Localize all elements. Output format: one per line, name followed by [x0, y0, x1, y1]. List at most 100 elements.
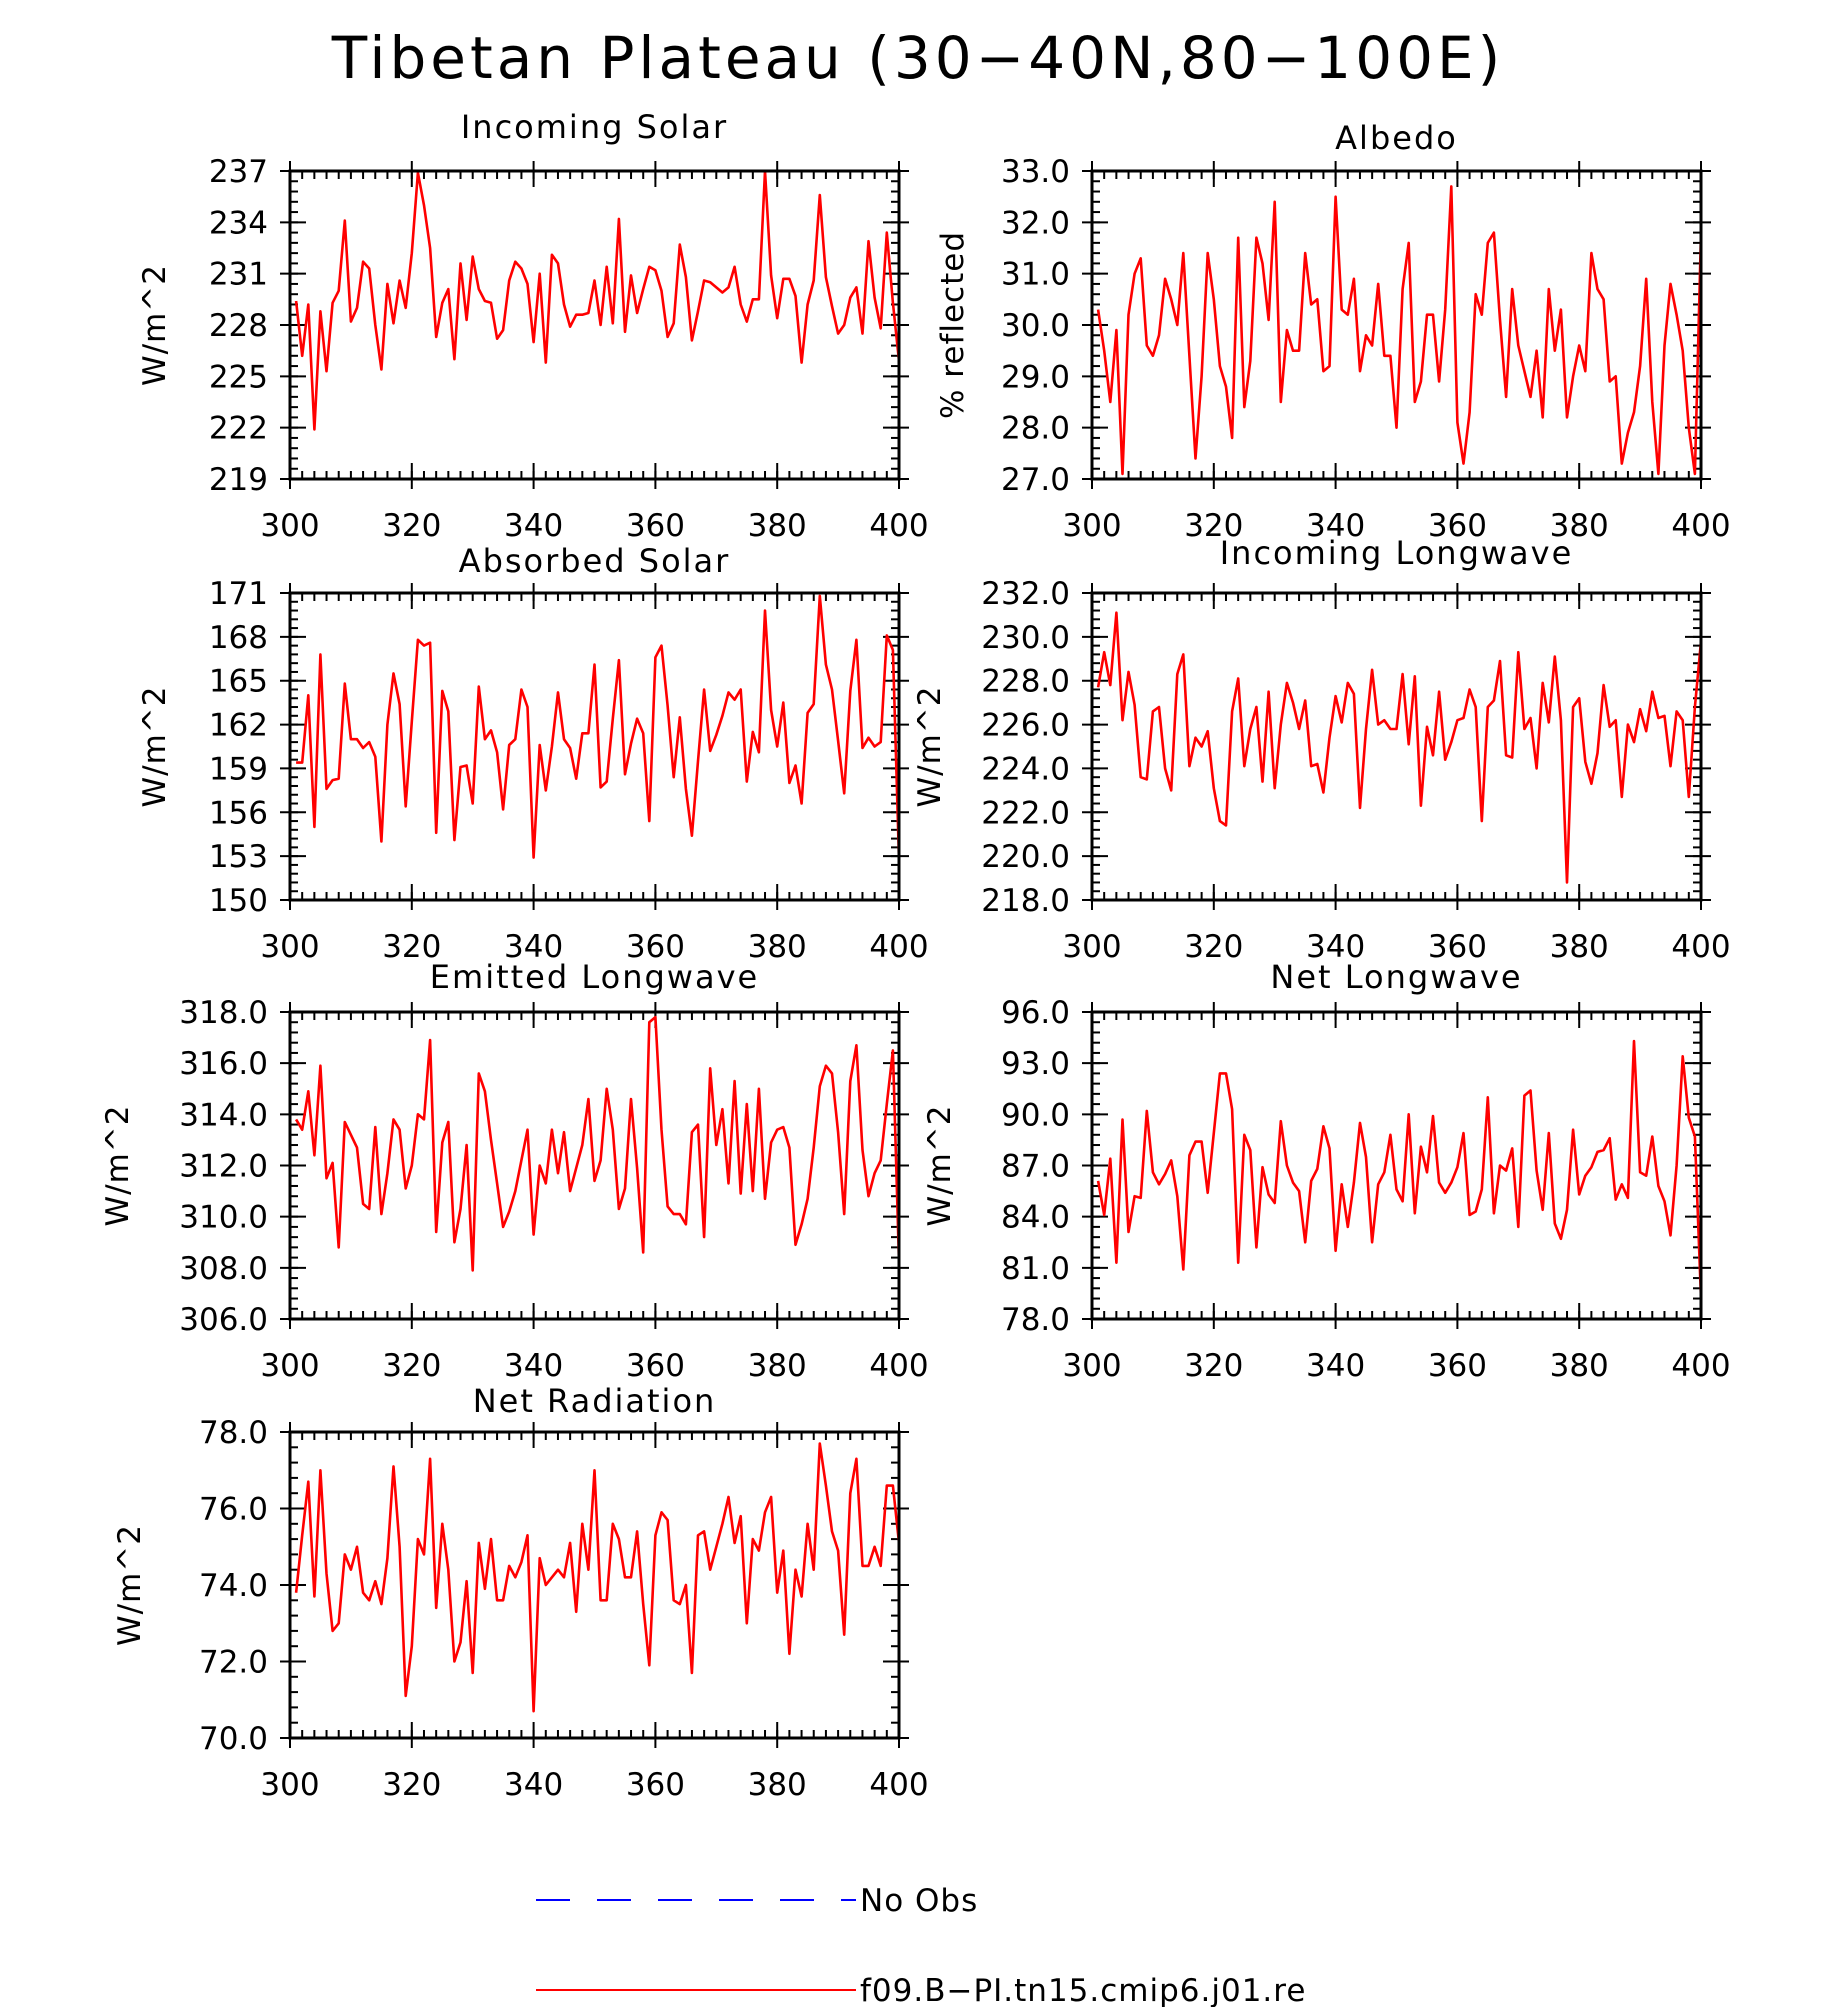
y-tick-label: 225: [209, 359, 268, 395]
x-tick-label: 380: [1550, 1348, 1609, 1384]
y-tick-label: 224.0: [981, 751, 1070, 787]
y-tick-label: 234: [209, 205, 268, 241]
legend-no-obs-label: No Obs: [860, 1883, 978, 1919]
y-tick-label: 78.0: [199, 1415, 268, 1451]
x-tick-label: 320: [382, 929, 441, 965]
y-axis-label: W/m^2: [137, 686, 173, 808]
x-tick-label: 380: [748, 929, 807, 965]
y-tick-label: 156: [209, 795, 268, 831]
plot-frame: [288, 591, 901, 902]
plot-frame: [288, 169, 901, 481]
x-tick-label: 340: [504, 508, 563, 544]
x-tick-label: 300: [1062, 1348, 1121, 1384]
y-tick-label: 318.0: [179, 995, 268, 1031]
panel-title: Net Longwave: [1270, 958, 1522, 996]
panel-net-longwave: Net Longwave 300 320 340 360 380 400 78.0 81.0 84…: [922, 958, 1731, 1384]
series-line: [1096, 611, 1703, 884]
x-tick-label: 360: [1428, 1348, 1487, 1384]
x-tick-label: 400: [1671, 1348, 1730, 1384]
x-tick-label: 300: [1062, 508, 1121, 544]
x-tick-label: 320: [382, 1348, 441, 1384]
plot-frame: [288, 1010, 901, 1321]
series-line: [294, 1442, 901, 1713]
x-tick-label: 380: [748, 1348, 807, 1384]
x-tick-label: 360: [1428, 508, 1487, 544]
x-tick-label: 400: [1671, 508, 1730, 544]
y-axis-label: W/m^2: [912, 686, 948, 808]
y-tick-label: 222.0: [981, 795, 1070, 831]
x-tick-label: 360: [626, 1348, 685, 1384]
y-tick-label: 228: [209, 308, 268, 344]
y-tick-label: 76.0: [199, 1492, 268, 1528]
panels: Incoming Solar 300 320 340 360 380 400 219 222 22…: [100, 108, 1731, 1803]
x-tick-label: 300: [260, 1348, 319, 1384]
series-line: [294, 1015, 901, 1272]
x-tick-label: 320: [382, 508, 441, 544]
panel-incoming-solar: Incoming Solar 300 320 340 360 380 400 219 222 22…: [137, 108, 929, 544]
x-tick-label: 340: [1306, 1348, 1365, 1384]
panel-title: Absorbed Solar: [459, 542, 731, 580]
legend-model-label: f09.B−PI.tn15.cmip6.j01.re: [860, 1973, 1306, 2007]
x-tick-label: 360: [626, 508, 685, 544]
y-tick-label: 171: [209, 576, 268, 612]
y-axis-label: W/m^2: [137, 264, 173, 386]
y-tick-label: 306.0: [179, 1302, 268, 1338]
x-tick-label: 360: [1428, 929, 1487, 965]
y-tick-label: 150: [209, 883, 268, 919]
y-tick-label: 70.0: [199, 1721, 268, 1757]
y-tick-label: 310.0: [179, 1200, 268, 1236]
y-tick-label: 72.0: [199, 1645, 268, 1681]
y-tick-label: 226.0: [981, 708, 1070, 744]
y-tick-label: 162: [209, 708, 268, 744]
x-tick-label: 360: [626, 1767, 685, 1803]
x-tick-label: 400: [869, 508, 928, 544]
y-tick-label: 78.0: [1001, 1302, 1070, 1338]
x-tick-label: 400: [869, 1348, 928, 1384]
plot-frame: [1090, 169, 1703, 481]
y-axis-label: W/m^2: [922, 1105, 958, 1227]
x-tick-label: 340: [504, 929, 563, 965]
y-tick-label: 29.0: [1001, 359, 1070, 395]
x-tick-label: 400: [1671, 929, 1730, 965]
y-tick-label: 33.0: [1001, 154, 1070, 190]
y-axis-label: W/m^2: [112, 1524, 148, 1646]
y-tick-label: 218.0: [981, 883, 1070, 919]
y-tick-label: 159: [209, 751, 268, 787]
plot-frame: [288, 1430, 901, 1740]
figure-title: Tibetan Plateau (30−40N,80−100E): [331, 24, 1505, 92]
series-line: [1096, 185, 1703, 476]
x-tick-label: 320: [382, 1767, 441, 1803]
y-tick-label: 81.0: [1001, 1251, 1070, 1287]
y-tick-label: 308.0: [179, 1251, 268, 1287]
x-tick-label: 400: [869, 929, 928, 965]
y-tick-label: 316.0: [179, 1046, 268, 1082]
x-tick-label: 320: [1184, 1348, 1243, 1384]
x-tick-label: 380: [1550, 929, 1609, 965]
x-tick-label: 380: [748, 1767, 807, 1803]
x-tick-label: 340: [504, 1348, 563, 1384]
x-tick-label: 340: [1306, 508, 1365, 544]
x-tick-label: 300: [260, 1767, 319, 1803]
y-axis-label: W/m^2: [100, 1105, 136, 1227]
panel-title: Emitted Longwave: [430, 958, 759, 996]
plot-frame: [1090, 591, 1703, 902]
x-tick-label: 380: [1550, 508, 1609, 544]
x-tick-label: 380: [748, 508, 807, 544]
y-tick-label: 219: [209, 462, 268, 498]
y-tick-label: 312.0: [179, 1149, 268, 1185]
y-tick-label: 168: [209, 620, 268, 656]
y-tick-label: 87.0: [1001, 1149, 1070, 1185]
y-tick-label: 237: [209, 154, 268, 190]
y-axis-label: % reflected: [935, 231, 971, 419]
panel-incoming-longwave: Incoming Longwave 300 320 340 360 380 400 218.0…: [912, 534, 1731, 965]
y-tick-label: 27.0: [1001, 462, 1070, 498]
x-tick-label: 300: [1062, 929, 1121, 965]
y-tick-label: 153: [209, 839, 268, 875]
y-tick-label: 90.0: [1001, 1097, 1070, 1133]
y-tick-label: 222: [209, 411, 268, 447]
panel-title: Incoming Longwave: [1220, 534, 1574, 572]
x-tick-label: 340: [1306, 929, 1365, 965]
y-tick-label: 84.0: [1001, 1200, 1070, 1236]
y-tick-label: 230.0: [981, 620, 1070, 656]
